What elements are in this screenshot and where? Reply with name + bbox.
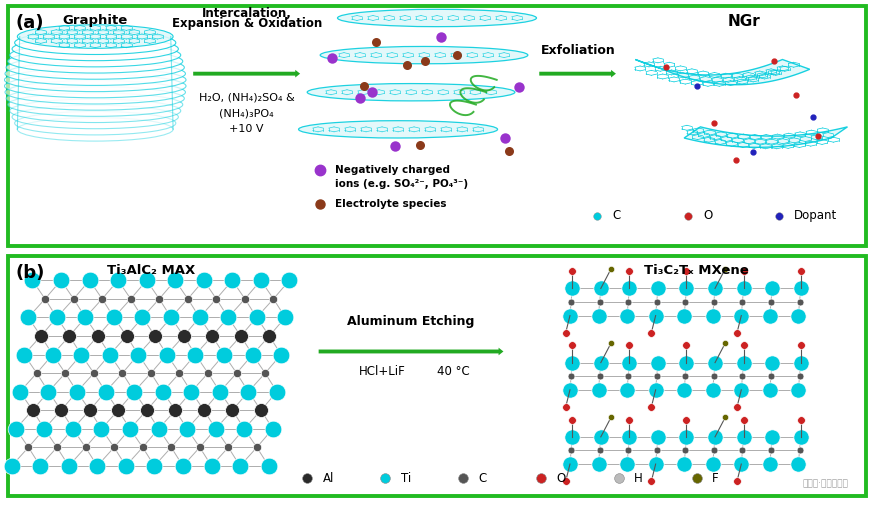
Text: (NH₄)₃PO₄: (NH₄)₃PO₄ [219,109,274,119]
Ellipse shape [5,62,185,85]
Text: Ti₃AlC₂ MAX: Ti₃AlC₂ MAX [108,264,196,277]
Text: ions (e.g. SO₄²⁻, PO₄³⁻): ions (e.g. SO₄²⁻, PO₄³⁻) [335,179,468,189]
Ellipse shape [17,25,173,48]
Text: O: O [557,472,565,485]
Ellipse shape [4,68,186,91]
FancyBboxPatch shape [8,256,866,496]
Ellipse shape [8,49,183,73]
Text: Dopant: Dopant [794,210,837,222]
Ellipse shape [17,118,173,141]
Ellipse shape [12,105,178,129]
Text: NGr: NGr [728,14,760,29]
Text: (b): (b) [16,264,45,282]
Text: Ti: Ti [400,472,411,485]
Text: Intercalation,: Intercalation, [202,7,292,20]
Ellipse shape [8,93,183,116]
Text: F: F [712,472,718,485]
Text: Al: Al [323,472,334,485]
Text: C: C [479,472,487,485]
Text: Expansion & Oxidation: Expansion & Oxidation [171,17,322,30]
Ellipse shape [6,87,184,110]
Ellipse shape [6,56,184,79]
Ellipse shape [320,46,528,64]
Ellipse shape [308,83,515,101]
Text: C: C [613,210,621,222]
Text: Ti₃C₂Tₓ MXene: Ti₃C₂Tₓ MXene [644,264,749,277]
Text: HCl+LiF: HCl+LiF [359,365,406,378]
Ellipse shape [337,9,537,27]
Text: 40 °C: 40 °C [437,365,469,378]
Text: H₂O, (NH₄)₂SO₄ &: H₂O, (NH₄)₂SO₄ & [198,92,295,102]
Text: Negatively charged: Negatively charged [335,165,450,175]
Text: Exfoliation: Exfoliation [541,44,615,57]
Text: Electrolyte species: Electrolyte species [335,198,447,209]
Ellipse shape [15,112,176,135]
Ellipse shape [12,37,178,61]
Ellipse shape [4,74,186,98]
Text: H: H [635,472,643,485]
FancyBboxPatch shape [8,6,866,246]
Text: Graphite: Graphite [63,14,128,27]
Text: +10 V: +10 V [229,124,264,134]
Ellipse shape [299,121,497,138]
Text: 公众号·石墨烯研究: 公众号·石墨烯研究 [802,480,848,489]
Text: (a): (a) [16,14,44,32]
Ellipse shape [10,99,181,123]
Ellipse shape [5,80,185,104]
Polygon shape [684,127,848,147]
Text: Aluminum Etching: Aluminum Etching [347,315,475,328]
Text: O: O [704,210,713,222]
Polygon shape [635,60,809,85]
Ellipse shape [10,43,181,67]
Ellipse shape [15,31,176,55]
